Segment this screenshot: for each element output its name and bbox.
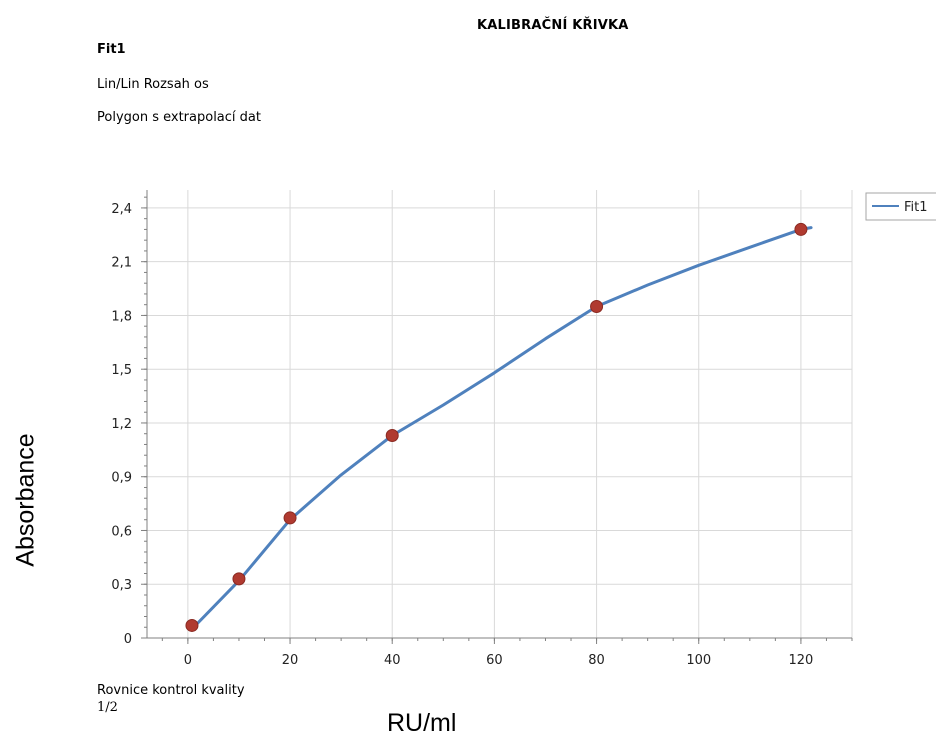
data-point <box>283 511 297 525</box>
x-tick-label-5: 100 <box>686 653 711 668</box>
y-tick-label-3: 0,9 <box>111 471 132 486</box>
report-title: KALIBRAČNÍ KŘIVKA <box>477 18 629 33</box>
tick-layer: 0 20 40 60 80 100 120 0 0,3 0,6 0,9 1,2 1,5 1,8 2,1 2,4 <box>111 202 813 668</box>
data-point <box>794 222 808 236</box>
method-note: Polygon s extrapolací dat <box>97 110 261 125</box>
y-axis-title: Absorbance <box>11 433 40 567</box>
x-tick-label-0: 0 <box>184 653 192 668</box>
y-tick-label-5: 1,5 <box>111 363 132 378</box>
y-tick-label-1: 0,3 <box>111 578 132 593</box>
footer-label: Rovnice kontrol kvality <box>97 683 245 698</box>
series-layer <box>185 222 813 632</box>
y-tick-label-8: 2,4 <box>111 202 132 217</box>
x-tick-label-6: 120 <box>788 653 813 668</box>
x-tick-label-3: 60 <box>486 653 503 668</box>
data-point <box>590 299 604 313</box>
y-tick-label-0: 0 <box>124 632 132 647</box>
legend-entry: Fit1 <box>904 200 928 215</box>
x-tick-label-1: 20 <box>282 653 299 668</box>
x-axis-title: RU/ml <box>387 709 457 737</box>
x-tick-label-4: 80 <box>588 653 605 668</box>
legend: Fit1 <box>865 192 936 221</box>
page-counter: 1/2 <box>97 700 118 715</box>
grid-layer <box>147 190 853 639</box>
y-tick-label-4: 1,2 <box>111 417 132 432</box>
axis-layer <box>141 190 853 644</box>
fit-name: Fit1 <box>97 42 126 57</box>
series-line-0 <box>190 226 813 631</box>
data-point <box>385 429 399 443</box>
data-point <box>232 572 246 586</box>
data-point <box>185 618 199 632</box>
y-tick-label-7: 2,1 <box>111 256 132 271</box>
x-tick-label-2: 40 <box>384 653 401 668</box>
axis-range-note: Lin/Lin Rozsah os <box>97 77 209 92</box>
y-tick-label-6: 1,8 <box>111 309 132 324</box>
y-tick-label-2: 0,6 <box>111 524 132 539</box>
